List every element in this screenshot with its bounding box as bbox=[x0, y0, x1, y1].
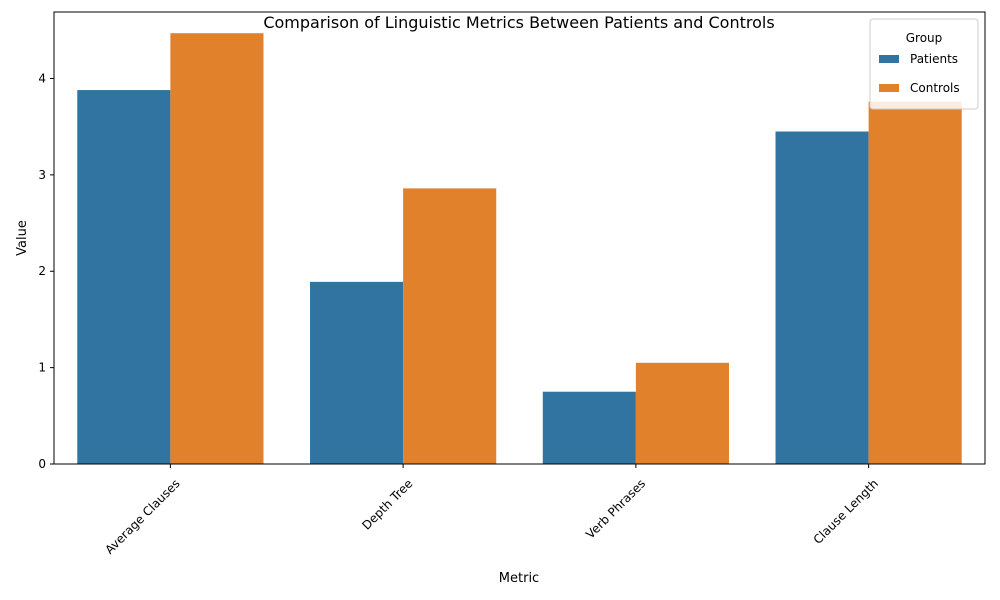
bar-controls-average-clauses bbox=[170, 33, 264, 464]
bar-patients-clause-length bbox=[775, 131, 869, 464]
legend-swatch-controls bbox=[879, 84, 899, 92]
x-axis-label: Metric bbox=[499, 571, 539, 586]
x-tick-label: Clause Length bbox=[811, 476, 881, 546]
x-tick-label: Average Clauses bbox=[102, 476, 182, 556]
x-axis-ticks: Average Clauses Depth Tree Verb Phrases Cla… bbox=[102, 464, 881, 557]
legend-label-patients: Patients bbox=[910, 52, 958, 66]
y-tick-label: 1 bbox=[38, 361, 46, 375]
y-tick-label: 4 bbox=[38, 71, 46, 85]
bar-controls-depth-tree bbox=[403, 188, 497, 464]
y-tick-label: 2 bbox=[38, 264, 46, 278]
bar-controls-verb-phrases bbox=[635, 362, 729, 464]
bar-patients-average-clauses bbox=[77, 90, 171, 464]
y-axis-label: Value bbox=[15, 220, 30, 256]
bar-patients-depth-tree bbox=[310, 281, 404, 464]
x-tick-label: Depth Tree bbox=[359, 476, 415, 532]
bar-patients-verb-phrases bbox=[542, 391, 636, 464]
legend: Group Patients Controls bbox=[869, 18, 979, 110]
x-tick-label: Verb Phrases bbox=[583, 476, 648, 541]
bar-controls-clause-length bbox=[868, 101, 962, 464]
chart-title: Comparison of Linguistic Metrics Between… bbox=[263, 13, 774, 32]
bars-group bbox=[77, 33, 962, 464]
y-axis-ticks: 0 1 2 3 4 bbox=[38, 71, 54, 471]
plot-frame bbox=[53, 11, 986, 465]
legend-swatch-patients bbox=[879, 55, 899, 63]
legend-label-controls: Controls bbox=[910, 81, 960, 95]
legend-title: Group bbox=[906, 31, 943, 45]
y-tick-label: 0 bbox=[38, 457, 46, 471]
y-tick-label: 3 bbox=[38, 168, 46, 182]
